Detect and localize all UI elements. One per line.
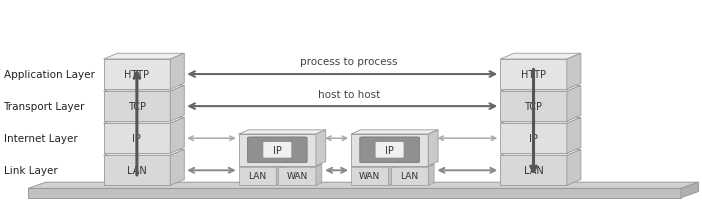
Polygon shape	[170, 86, 184, 122]
FancyBboxPatch shape	[359, 137, 419, 163]
FancyBboxPatch shape	[263, 142, 291, 158]
Polygon shape	[351, 130, 438, 134]
Polygon shape	[239, 164, 282, 167]
Polygon shape	[500, 118, 581, 124]
Polygon shape	[567, 54, 581, 90]
Polygon shape	[567, 118, 581, 153]
Polygon shape	[567, 150, 581, 185]
Polygon shape	[104, 92, 170, 122]
Text: LAN: LAN	[127, 165, 147, 176]
Polygon shape	[239, 167, 276, 185]
Text: WAN: WAN	[359, 172, 380, 181]
FancyBboxPatch shape	[376, 142, 404, 158]
Polygon shape	[104, 54, 184, 60]
Polygon shape	[390, 167, 428, 185]
Polygon shape	[278, 167, 316, 185]
Polygon shape	[104, 124, 170, 153]
Polygon shape	[104, 86, 184, 92]
Polygon shape	[500, 124, 567, 153]
Polygon shape	[170, 54, 184, 90]
Polygon shape	[316, 130, 326, 166]
Text: TCP: TCP	[128, 102, 146, 112]
Text: IP: IP	[529, 133, 538, 144]
Text: TCP: TCP	[524, 102, 543, 112]
Polygon shape	[500, 60, 567, 90]
Polygon shape	[170, 150, 184, 185]
Polygon shape	[104, 60, 170, 90]
Polygon shape	[28, 188, 681, 198]
Polygon shape	[351, 134, 428, 166]
FancyBboxPatch shape	[247, 137, 307, 163]
Text: HTTP: HTTP	[124, 70, 150, 80]
Text: Link Layer: Link Layer	[4, 165, 58, 176]
Polygon shape	[390, 164, 434, 167]
Polygon shape	[500, 54, 581, 60]
Text: Transport Layer: Transport Layer	[4, 102, 85, 112]
Polygon shape	[351, 167, 389, 185]
Polygon shape	[104, 118, 184, 124]
Polygon shape	[316, 164, 322, 185]
Text: WAN: WAN	[286, 172, 307, 181]
Text: host to host: host to host	[318, 89, 380, 99]
Polygon shape	[278, 164, 322, 167]
Polygon shape	[500, 92, 567, 122]
Text: LAN: LAN	[400, 172, 418, 181]
Text: Internet Layer: Internet Layer	[4, 133, 77, 144]
Polygon shape	[276, 164, 282, 185]
Text: process to process: process to process	[300, 56, 398, 66]
Polygon shape	[239, 134, 316, 166]
Polygon shape	[500, 150, 581, 156]
Polygon shape	[104, 156, 170, 185]
Text: IP: IP	[273, 145, 282, 155]
Polygon shape	[567, 86, 581, 122]
Polygon shape	[351, 164, 395, 167]
Polygon shape	[681, 182, 698, 198]
Polygon shape	[389, 164, 395, 185]
Text: IP: IP	[133, 133, 141, 144]
Polygon shape	[170, 118, 184, 153]
Text: HTTP: HTTP	[521, 70, 546, 80]
Text: LAN: LAN	[524, 165, 543, 176]
Text: Application Layer: Application Layer	[4, 70, 94, 80]
Polygon shape	[500, 156, 567, 185]
Text: LAN: LAN	[249, 172, 267, 181]
Polygon shape	[104, 150, 184, 156]
Polygon shape	[428, 130, 438, 166]
Polygon shape	[239, 130, 326, 134]
Polygon shape	[28, 182, 698, 188]
Text: IP: IP	[385, 145, 394, 155]
Polygon shape	[500, 86, 581, 92]
Polygon shape	[428, 164, 434, 185]
